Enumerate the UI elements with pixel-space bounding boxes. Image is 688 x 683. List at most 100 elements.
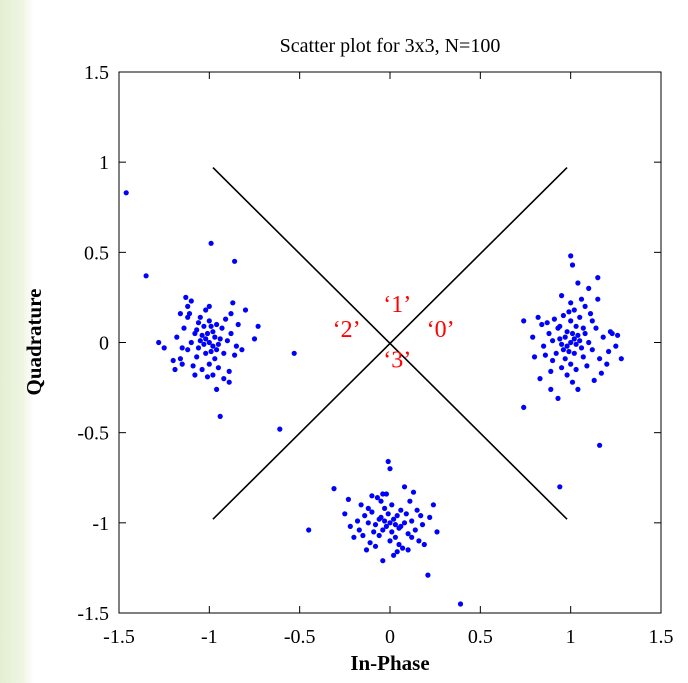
data-point <box>371 529 377 535</box>
data-point <box>421 541 427 548</box>
data-point <box>194 354 200 360</box>
data-point <box>566 348 572 355</box>
data-point <box>542 352 549 358</box>
data-point <box>591 377 597 383</box>
x-tick-label: 1 <box>566 626 576 648</box>
data-point <box>232 258 238 264</box>
data-point <box>575 386 581 392</box>
data-point <box>203 307 209 313</box>
y-tick-label: -1.5 <box>77 603 109 625</box>
data-point <box>398 507 404 513</box>
data-point <box>380 491 386 497</box>
data-point <box>575 280 581 286</box>
data-point <box>170 357 176 364</box>
data-point <box>161 345 167 351</box>
data-point <box>580 354 586 360</box>
data-point <box>568 253 574 259</box>
data-point <box>217 336 223 342</box>
data-point <box>235 321 241 328</box>
data-point <box>156 339 162 346</box>
data-point <box>568 339 574 346</box>
data-point <box>206 318 212 324</box>
data-point <box>434 529 440 535</box>
data-point <box>376 532 382 539</box>
plot-area: ‘1’ ‘2’ ‘0’ ‘3’ -1.5 -1 -0.5 0 0.5 1 1.5 -1.5 -1 -0… <box>77 62 673 648</box>
data-point <box>199 332 205 338</box>
data-point <box>206 303 212 309</box>
data-point <box>551 316 558 322</box>
data-point <box>541 343 547 349</box>
data-point <box>143 273 149 279</box>
data-point <box>537 376 543 382</box>
data-point <box>306 527 312 533</box>
data-point <box>389 529 395 535</box>
data-point <box>380 527 386 533</box>
data-point <box>192 372 198 378</box>
data-point <box>277 426 283 432</box>
data-point <box>412 527 418 533</box>
data-point <box>197 314 203 320</box>
data-point <box>568 300 574 306</box>
data-point <box>403 511 409 517</box>
data-point <box>589 347 595 353</box>
data-point <box>219 325 225 331</box>
data-point <box>363 547 370 553</box>
data-point <box>210 343 216 349</box>
data-point <box>419 522 426 528</box>
data-point <box>223 316 229 322</box>
data-point <box>564 372 570 378</box>
data-point <box>382 505 388 511</box>
data-point <box>394 513 400 519</box>
data-point <box>521 404 527 410</box>
data-point <box>228 311 234 317</box>
data-point <box>414 507 420 513</box>
data-point <box>214 321 220 328</box>
data-point <box>177 356 183 362</box>
data-point <box>369 509 375 515</box>
data-point <box>416 538 422 544</box>
data-point <box>539 321 545 328</box>
data-point <box>385 511 391 517</box>
data-point <box>181 325 187 331</box>
symbol-label: ‘3’ <box>383 348 411 374</box>
x-tick-label: -1.5 <box>103 626 135 648</box>
data-point <box>203 350 209 356</box>
data-point <box>582 303 588 309</box>
data-point <box>555 395 561 401</box>
data-point <box>569 379 576 385</box>
data-point <box>392 534 398 540</box>
data-point <box>405 547 411 553</box>
data-point <box>530 334 536 340</box>
data-point <box>521 318 527 324</box>
data-point <box>573 323 579 329</box>
data-point <box>566 309 572 315</box>
y-tick-label: 0.5 <box>84 242 109 264</box>
data-point <box>401 520 408 526</box>
data-point <box>226 368 232 374</box>
data-point <box>190 363 196 369</box>
data-point <box>573 341 579 347</box>
data-point <box>195 345 202 351</box>
data-point <box>430 502 436 508</box>
data-point <box>392 522 398 528</box>
data-point <box>571 307 577 313</box>
data-point <box>177 311 183 317</box>
data-point <box>609 330 615 337</box>
data-point <box>354 518 361 524</box>
data-point <box>398 523 404 530</box>
y-axis-label: Quadrature <box>22 289 46 396</box>
data-point <box>577 338 583 344</box>
chart-title: Scatter plot for 3x3, N=100 <box>280 35 501 57</box>
symbol-label: ‘2’ <box>333 317 361 343</box>
data-point <box>569 330 576 337</box>
data-point <box>550 357 556 364</box>
data-point <box>571 336 577 342</box>
data-point <box>185 347 191 353</box>
data-points <box>123 190 624 607</box>
data-point <box>550 338 556 344</box>
data-point <box>206 361 212 367</box>
data-point <box>374 495 380 501</box>
data-point <box>575 332 581 338</box>
data-point <box>410 489 417 495</box>
